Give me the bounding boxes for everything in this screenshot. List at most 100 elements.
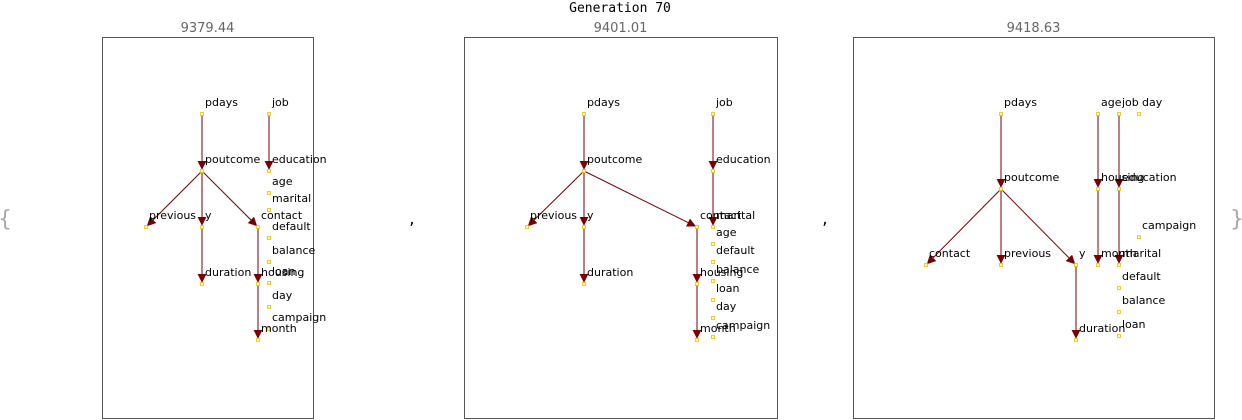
node-label-contact: contact bbox=[261, 209, 303, 222]
node-label-day: day bbox=[272, 289, 293, 302]
panel-frame bbox=[464, 37, 778, 419]
node-label-poutcome: poutcome bbox=[587, 153, 642, 166]
node-label-housing: housing bbox=[261, 266, 304, 279]
node-label-pdays: pdays bbox=[205, 96, 238, 109]
node-duration bbox=[200, 282, 204, 286]
node-loan bbox=[711, 298, 715, 302]
node-job bbox=[711, 112, 715, 116]
edge-poutcome-contact bbox=[583, 170, 697, 227]
panel-score: 9418.63 bbox=[1007, 21, 1061, 36]
node-marital bbox=[1117, 263, 1121, 267]
node-y bbox=[582, 225, 586, 229]
node-previous bbox=[999, 263, 1003, 267]
node-duration bbox=[1074, 338, 1078, 342]
node-marital bbox=[711, 225, 715, 229]
node-label-duration: duration bbox=[1079, 322, 1125, 335]
node-job bbox=[1117, 112, 1121, 116]
node-label-default: default bbox=[716, 244, 755, 257]
node-poutcome bbox=[200, 169, 204, 173]
open-brace: { bbox=[0, 207, 12, 232]
node-label-month: month bbox=[700, 322, 736, 335]
node-y bbox=[1074, 263, 1078, 267]
node-label-age: age bbox=[716, 226, 737, 239]
node-day bbox=[267, 305, 271, 309]
node-label-pdays: pdays bbox=[587, 96, 620, 109]
node-default bbox=[267, 236, 271, 240]
node-education bbox=[711, 169, 715, 173]
node-label-education: education bbox=[272, 153, 327, 166]
edge-poutcome-contact bbox=[201, 170, 258, 227]
node-label-balance: balance bbox=[1122, 294, 1166, 307]
node-loan bbox=[1117, 334, 1121, 338]
node-default bbox=[711, 260, 715, 264]
node-label-poutcome: poutcome bbox=[205, 153, 260, 166]
node-label-previous: previous bbox=[530, 209, 577, 222]
separator-1: , bbox=[408, 212, 416, 228]
node-label-education: education bbox=[716, 153, 771, 166]
node-education bbox=[267, 169, 271, 173]
node-label-loan: loan bbox=[1122, 318, 1146, 331]
node-label-previous: previous bbox=[1004, 247, 1051, 260]
node-campaign bbox=[711, 335, 715, 339]
node-label-default: default bbox=[1122, 270, 1161, 283]
panel-1: 9379.44 pdays job poutcome education age marit… bbox=[102, 21, 327, 419]
node-label-campaign: campaign bbox=[716, 319, 770, 332]
node-day bbox=[1137, 112, 1141, 116]
node-label-balance: balance bbox=[272, 244, 316, 257]
edge-poutcome-y bbox=[1000, 188, 1076, 265]
node-label-balance: balance bbox=[716, 263, 760, 276]
node-label-age: age bbox=[272, 175, 293, 188]
node-contact bbox=[695, 225, 699, 229]
node-label-campaign: campaign bbox=[272, 311, 326, 324]
node-label-duration: duration bbox=[587, 266, 633, 279]
node-label-job: job bbox=[715, 96, 733, 109]
node-label-marital: marital bbox=[272, 192, 311, 205]
node-label-loan: loan bbox=[272, 265, 296, 278]
panel-score: 9401.01 bbox=[594, 21, 648, 36]
node-previous bbox=[144, 225, 148, 229]
node-campaign bbox=[267, 327, 271, 331]
node-label-marital: marital bbox=[716, 209, 755, 222]
node-month bbox=[256, 338, 260, 342]
node-label-y: y bbox=[205, 209, 212, 222]
node-housing bbox=[695, 282, 699, 286]
node-default bbox=[1117, 286, 1121, 290]
node-month bbox=[1096, 263, 1100, 267]
node-balance bbox=[711, 279, 715, 283]
node-label-poutcome: poutcome bbox=[1004, 171, 1059, 184]
node-contact bbox=[256, 225, 260, 229]
node-label-job: job bbox=[271, 96, 289, 109]
node-y bbox=[200, 225, 204, 229]
edge-poutcome-contact bbox=[926, 188, 1002, 265]
node-label-default: default bbox=[272, 220, 311, 233]
node-age bbox=[1096, 112, 1100, 116]
node-housing bbox=[1096, 187, 1100, 191]
node-education bbox=[1117, 187, 1121, 191]
node-label-previous: previous bbox=[149, 209, 196, 222]
node-contact bbox=[924, 263, 928, 267]
node-poutcome bbox=[999, 187, 1003, 191]
node-age bbox=[267, 191, 271, 195]
node-balance bbox=[1117, 310, 1121, 314]
panel-2: 9401.01 pdays job poutcome education previous… bbox=[464, 21, 778, 419]
node-label-month: month bbox=[1101, 247, 1137, 260]
node-label-age: age bbox=[1101, 96, 1122, 109]
node-label-y: y bbox=[1079, 247, 1086, 260]
node-label-day: day bbox=[716, 300, 737, 313]
edge-poutcome-previous bbox=[146, 170, 203, 227]
node-marital bbox=[267, 208, 271, 212]
panel-frame bbox=[853, 37, 1215, 419]
node-label-housing: housing bbox=[1101, 171, 1144, 184]
node-month bbox=[695, 338, 699, 342]
node-label-y: y bbox=[587, 209, 594, 222]
close-brace: } bbox=[1230, 207, 1242, 232]
node-label-marital: marital bbox=[1122, 247, 1161, 260]
edge-poutcome-previous bbox=[527, 170, 585, 227]
panel-3: 9418.63 pdays age job day poutcome housingeduc… bbox=[853, 21, 1215, 419]
node-age bbox=[711, 242, 715, 246]
node-balance bbox=[267, 260, 271, 264]
panel-score: 9379.44 bbox=[181, 21, 235, 36]
panel-frame bbox=[102, 37, 314, 419]
node-poutcome bbox=[582, 169, 586, 173]
